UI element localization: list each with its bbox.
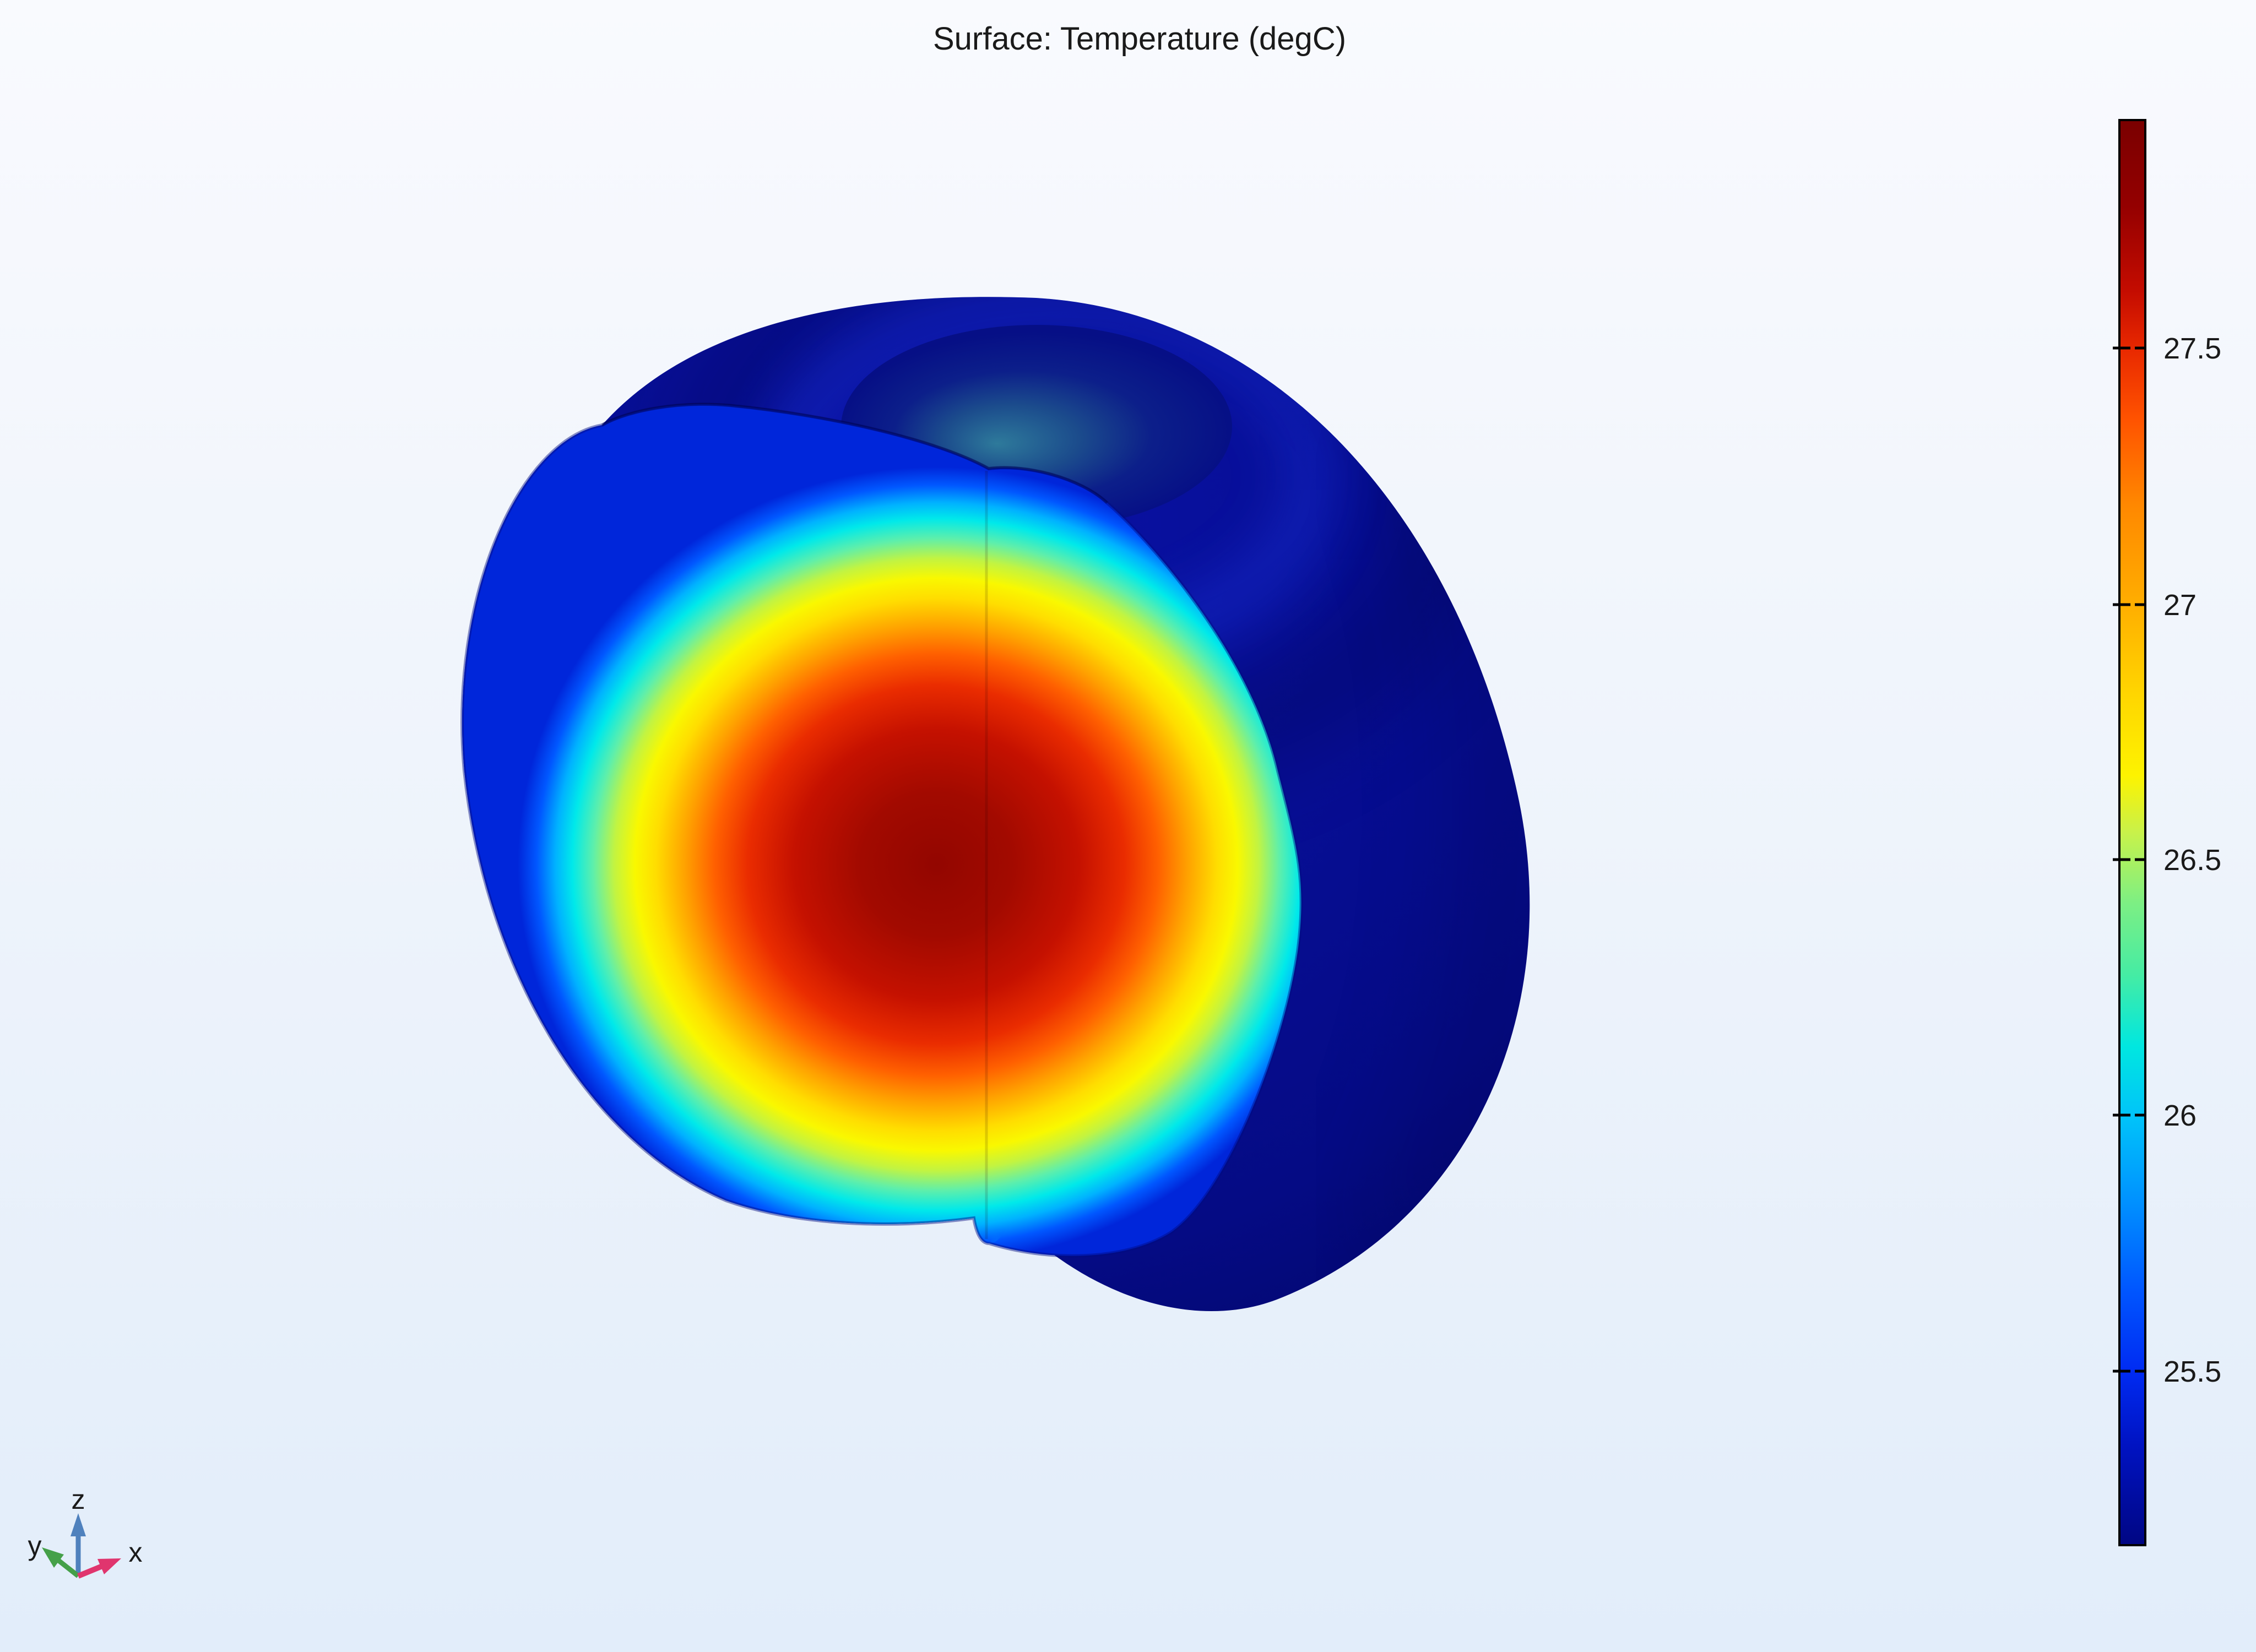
z-axis-label: z xyxy=(72,1484,85,1515)
colorbar-gradient-bar xyxy=(2118,119,2146,1546)
colorbar: 27.5 27 26.5 26 25.5 xyxy=(2113,119,2221,1546)
plot-title: Surface: Temperature (degC) xyxy=(933,21,1346,57)
colorbar-tick-label: 27 xyxy=(2163,589,2197,622)
colorbar-tick-label: 26 xyxy=(2163,1099,2197,1132)
y-axis-arrowhead xyxy=(42,1547,64,1568)
orientation-triad: z y x xyxy=(28,1484,143,1579)
colorbar-ticks xyxy=(2113,346,2145,1373)
cut-top-crease xyxy=(601,403,1108,504)
colorbar-tick-label: 25.5 xyxy=(2163,1355,2221,1388)
x-axis-arrowhead xyxy=(97,1558,121,1574)
y-axis-label: y xyxy=(28,1530,42,1561)
colorbar-tick-label: 26.5 xyxy=(2163,844,2221,877)
x-axis-arrow xyxy=(77,1563,105,1579)
colorbar-tick-label: 27.5 xyxy=(2163,332,2221,365)
z-axis-arrowhead xyxy=(70,1513,86,1536)
y-axis-arrow xyxy=(56,1557,80,1578)
x-axis-label: x xyxy=(129,1537,143,1568)
cutaway-temperature-face xyxy=(460,403,1303,1258)
